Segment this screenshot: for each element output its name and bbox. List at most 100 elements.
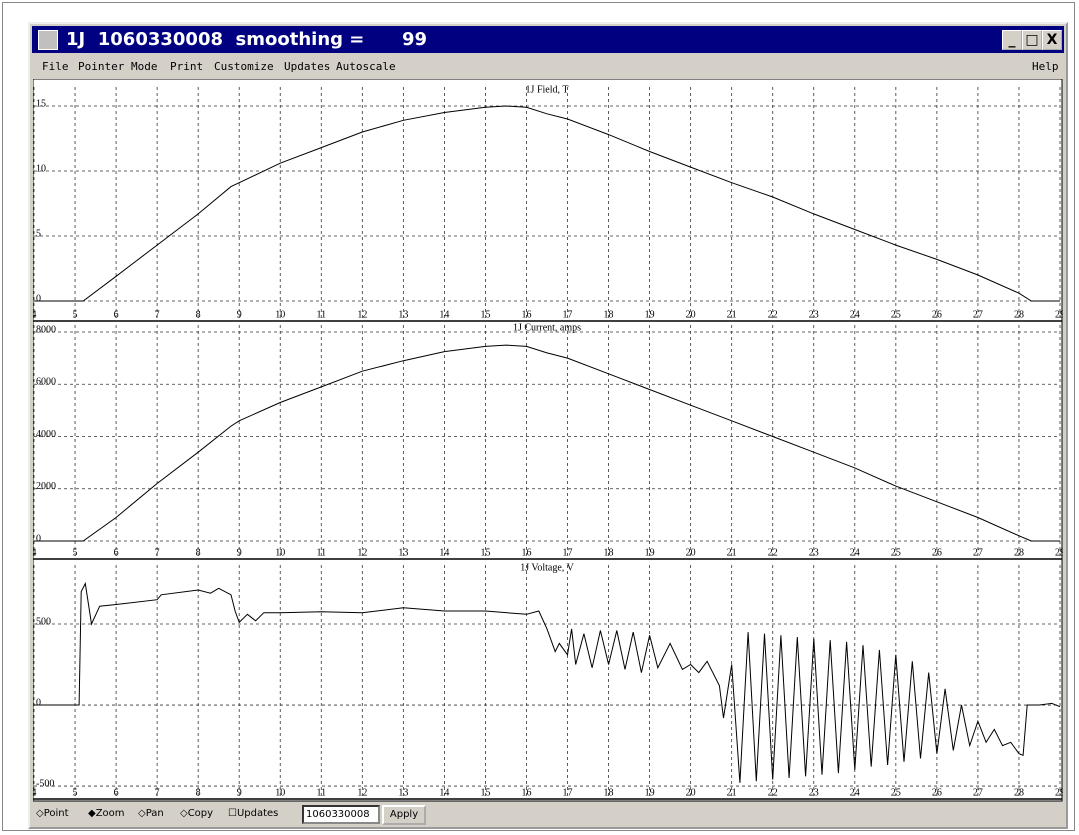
x-tick-label: 26 [932, 787, 942, 798]
menu-item[interactable]: Updates [284, 60, 331, 73]
menu-item[interactable]: Autoscale [336, 60, 396, 73]
y-tick-label: -500 [36, 778, 54, 789]
y-tick-label: 4000 [36, 429, 56, 440]
x-tick-label: 15 [480, 309, 490, 320]
label: Zoom [95, 808, 125, 819]
plot-area: 1J Field, T 0 5 10 15 4 5 6 7 8 9 10 11 12 13 14 15 16 17 1… [33, 79, 1063, 802]
window: 1J 1060330008 smoothing = 99 _ □ X File … [28, 22, 1068, 829]
x-tick-label: 6 [114, 309, 119, 320]
window-title: 1J 1060330008 smoothing = [66, 29, 365, 50]
x-tick-label: 29 [1055, 787, 1063, 798]
x-tick-label: 7 [155, 309, 160, 320]
radio-point[interactable]: ◇Point [36, 808, 69, 819]
x-tick-label: 11 [316, 309, 326, 320]
menu-item[interactable]: File [42, 60, 69, 73]
x-tick-label: 25 [891, 547, 901, 558]
minimize-button[interactable]: _ [1002, 30, 1022, 50]
menu-item[interactable]: Print [170, 60, 204, 73]
x-tick-label: 16 [521, 787, 531, 798]
y-tick-label: 500 [36, 616, 51, 627]
y-tick-label: 15 [36, 98, 46, 109]
panel-title: 1J Voltage, V [520, 562, 574, 573]
x-tick-label: 12 [357, 309, 367, 320]
y-tick-label: 0 [36, 533, 41, 544]
close-button[interactable]: X [1042, 30, 1062, 50]
menu-item[interactable]: Help [1032, 60, 1059, 73]
x-tick-label: 8 [196, 547, 201, 558]
x-tick-label: 21 [727, 309, 737, 320]
x-tick-label: 7 [155, 787, 160, 798]
x-tick-label: 12 [357, 787, 367, 798]
label: Point [43, 808, 69, 819]
x-tick-label: 23 [809, 787, 819, 798]
y-tick-label: 6000 [36, 377, 56, 388]
x-tick-label: 5 [73, 787, 78, 798]
menu-item[interactable]: Customize [214, 60, 274, 73]
x-tick-label: 11 [316, 787, 326, 798]
x-tick-label: 28 [1014, 787, 1024, 798]
panel-title: 1J Field, T [526, 84, 569, 95]
x-tick-label: 28 [1014, 309, 1024, 320]
x-tick-label: 17 [563, 787, 573, 798]
x-tick-label: 8 [196, 309, 201, 320]
x-tick-label: 16 [521, 547, 531, 558]
x-tick-label: 27 [973, 547, 983, 558]
x-tick-label: 16 [521, 309, 531, 320]
x-tick-label: 26 [932, 547, 942, 558]
x-tick-label: 17 [563, 309, 573, 320]
radio-zoom[interactable]: ◆Zoom [88, 808, 125, 819]
shot-input[interactable]: 1060330008 [302, 805, 380, 824]
x-tick-label: 10 [275, 787, 285, 798]
x-tick-label: 10 [275, 547, 285, 558]
x-tick-label: 28 [1014, 547, 1024, 558]
x-tick-label: 21 [727, 547, 737, 558]
x-tick-label: 23 [809, 547, 819, 558]
x-tick-label: 5 [73, 547, 78, 558]
menu-bar: File Pointer Mode Print Customize Update… [32, 55, 1064, 77]
maximize-button[interactable]: □ [1022, 30, 1042, 50]
x-tick-label: 20 [686, 309, 696, 320]
x-tick-label: 25 [891, 309, 901, 320]
x-tick-label: 22 [768, 547, 778, 558]
x-tick-label: 20 [686, 547, 696, 558]
x-tick-label: 13 [398, 309, 408, 320]
label: Updates [236, 808, 279, 819]
x-tick-label: 9 [237, 547, 242, 558]
x-tick-label: 14 [439, 787, 449, 798]
x-tick-label: 4 [33, 547, 37, 558]
y-tick-label: 0 [36, 697, 41, 708]
radio-copy[interactable]: ◇Copy [180, 808, 214, 819]
x-tick-label: 22 [768, 309, 778, 320]
x-tick-label: 19 [645, 309, 655, 320]
x-tick-label: 4 [33, 787, 37, 798]
menu-item[interactable]: Pointer Mode [78, 60, 158, 73]
x-tick-label: 27 [973, 787, 983, 798]
x-tick-label: 4 [33, 309, 37, 320]
app-icon [38, 30, 58, 50]
x-tick-label: 18 [604, 547, 614, 558]
x-tick-label: 14 [439, 547, 449, 558]
x-tick-label: 19 [645, 787, 655, 798]
x-tick-label: 23 [809, 309, 819, 320]
checkbox-updates[interactable]: ☐Updates [228, 808, 279, 819]
x-tick-label: 7 [155, 547, 160, 558]
radio-pan[interactable]: ◇Pan [138, 808, 164, 819]
apply-button[interactable]: Apply [382, 805, 426, 825]
x-tick-label: 14 [439, 309, 449, 320]
y-tick-label: 10 [36, 163, 46, 174]
x-tick-label: 6 [114, 547, 119, 558]
window-title-value: 99 [402, 29, 428, 50]
x-tick-label: 9 [237, 309, 242, 320]
x-tick-label: 21 [727, 787, 737, 798]
x-tick-label: 11 [316, 547, 326, 558]
y-tick-label: 8000 [36, 324, 56, 335]
x-tick-label: 9 [237, 787, 242, 798]
y-tick-label: 2000 [36, 481, 56, 492]
x-tick-label: 18 [604, 309, 614, 320]
x-tick-label: 24 [850, 547, 860, 558]
x-tick-label: 5 [73, 309, 78, 320]
x-tick-label: 13 [398, 787, 408, 798]
x-tick-label: 8 [196, 787, 201, 798]
x-tick-label: 24 [850, 309, 860, 320]
x-tick-label: 15 [480, 787, 490, 798]
